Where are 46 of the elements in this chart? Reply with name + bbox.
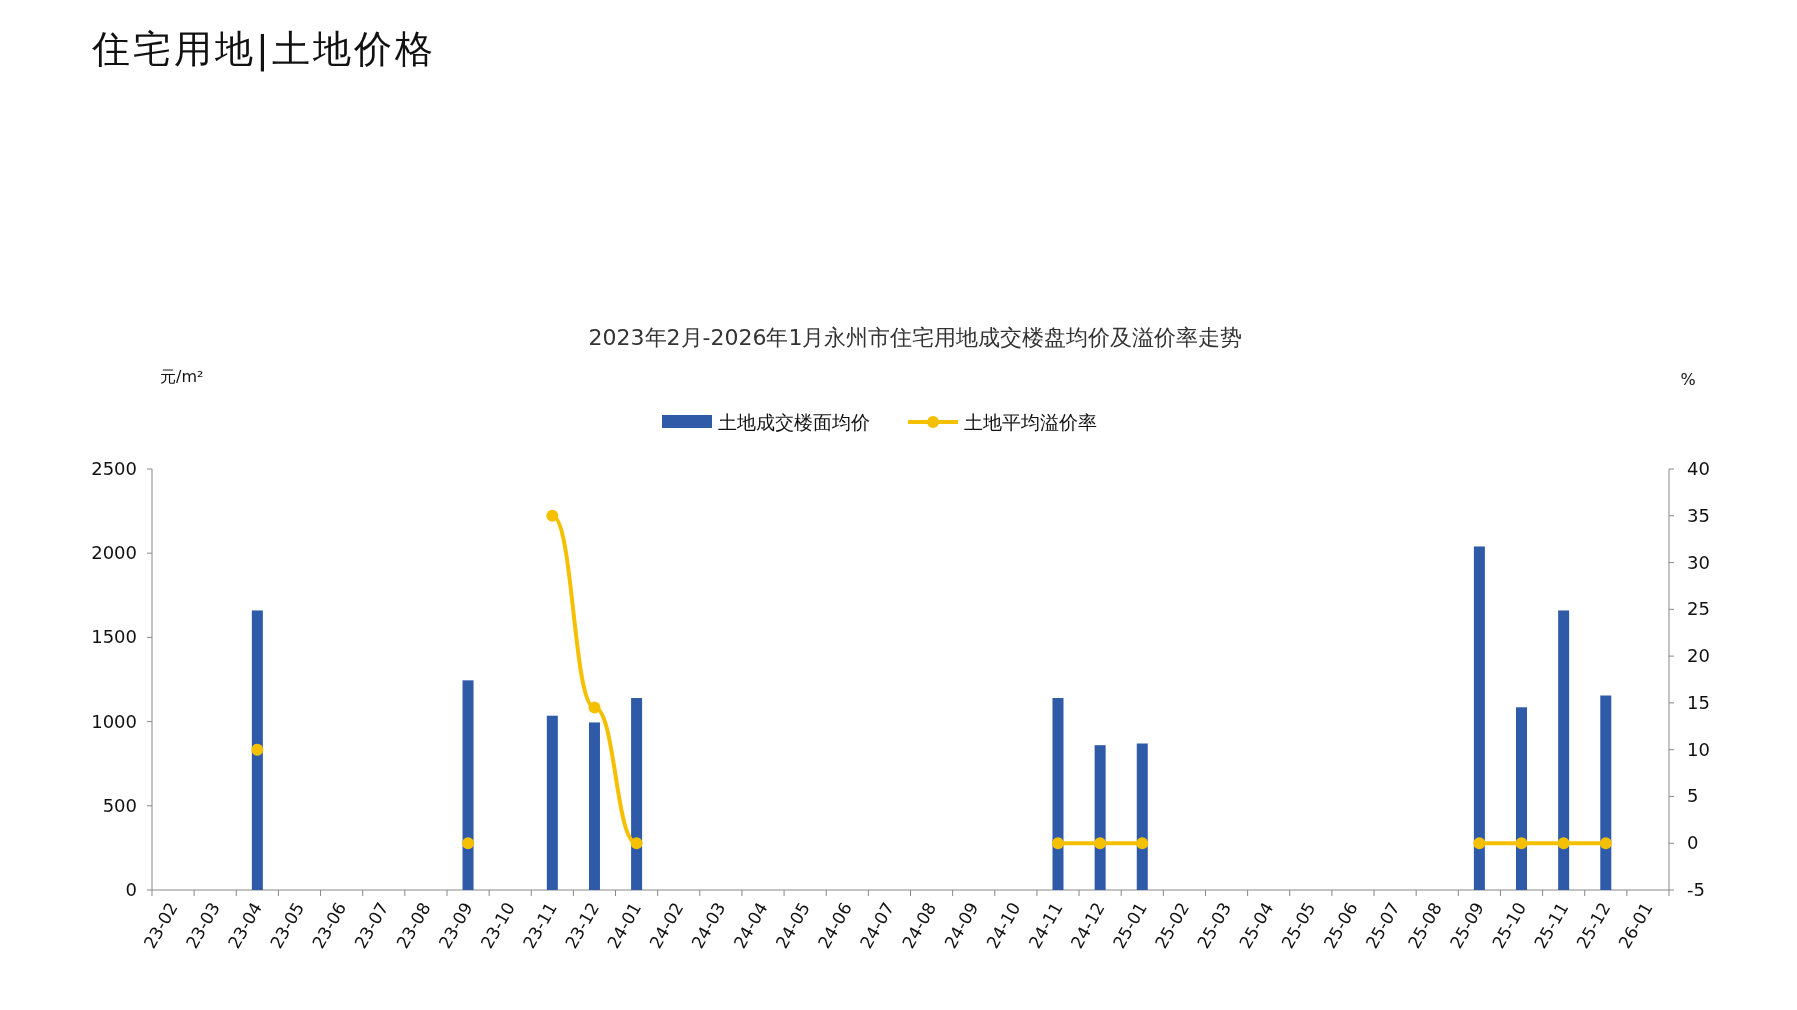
bar [1473, 546, 1485, 890]
point [630, 837, 643, 850]
chart-subtitle: 2023年2月-2026年1月永州市住宅用地成交楼盘均价及溢价率走势 [588, 325, 1243, 350]
point [1557, 837, 1570, 850]
point [251, 743, 264, 756]
y2-axis-title: % [1680, 370, 1696, 389]
y2-tick-label: 30 [1687, 551, 1710, 573]
y2-tick-label: 10 [1687, 738, 1710, 760]
bar [546, 715, 558, 890]
point [1473, 837, 1486, 850]
y2-tick-label: 20 [1687, 645, 1710, 667]
bar [1136, 743, 1148, 890]
bar [251, 610, 263, 890]
bar [1600, 695, 1612, 890]
y-tick-label: 0 [125, 879, 137, 900]
legend-label: 土地成交楼面均价 [718, 411, 870, 433]
bar [631, 698, 643, 890]
y2-tick-label: 5 [1687, 785, 1699, 807]
point [1599, 837, 1612, 850]
point [1136, 837, 1149, 850]
bar [1094, 745, 1106, 890]
y2-tick-label: 40 [1687, 458, 1710, 479]
bar [588, 722, 600, 890]
y-tick-label: 500 [102, 794, 137, 816]
y2-tick-label: 0 [1687, 832, 1699, 854]
bar [1052, 698, 1064, 890]
point [1094, 837, 1107, 850]
point [1515, 837, 1528, 850]
bar [462, 680, 474, 890]
point [462, 837, 475, 850]
y-tick-label: 2000 [91, 542, 137, 564]
y2-tick-label: -5 [1687, 879, 1705, 900]
bar [1558, 610, 1570, 890]
y2-tick-label: 15 [1687, 691, 1710, 713]
y2-tick-label: 35 [1687, 504, 1710, 526]
y-tick-label: 1500 [91, 626, 137, 648]
chart-title: 住宅用地|土地价格 [91, 27, 436, 72]
point [588, 701, 601, 714]
y-axis-title: 元/m² [160, 367, 204, 386]
y-tick-label: 1000 [91, 710, 137, 732]
point [546, 509, 559, 522]
bar [1516, 707, 1528, 890]
y2-tick-label: 25 [1687, 598, 1710, 620]
legend-label: 土地平均溢价率 [964, 411, 1097, 433]
y-tick-label: 2500 [91, 458, 137, 479]
point [1051, 837, 1064, 850]
